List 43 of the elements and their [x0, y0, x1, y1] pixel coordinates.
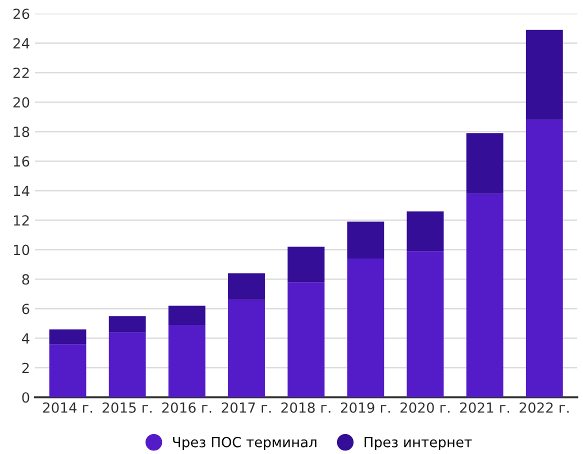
- bar: [288, 246, 325, 282]
- y-tick-label: 14: [14, 186, 30, 196]
- bar: [288, 282, 325, 398]
- y-tick-label: 16: [14, 156, 30, 167]
- bar: [108, 332, 146, 398]
- x-tick-label: 2014 г.: [43, 402, 92, 413]
- x-tick-label: 2015 г.: [102, 402, 152, 413]
- y-tick-label: 24: [13, 38, 30, 48]
- x-tick-label: 2020 г.: [400, 402, 450, 413]
- bar: [347, 222, 384, 259]
- y-tick-label: 26: [13, 8, 30, 20]
- bar: [526, 120, 563, 398]
- y-tick-label: 2: [22, 362, 29, 374]
- x-tick-label: 2017 г.: [222, 402, 271, 413]
- bar: [526, 30, 563, 120]
- x-tick-label: 2019 г.: [340, 402, 390, 413]
- y-tick-label: 12: [14, 215, 29, 226]
- legend-label: Чрез ПОС терминал: [173, 436, 316, 450]
- bar: [228, 273, 265, 300]
- y-tick-label: 8: [22, 274, 30, 285]
- bar: [347, 258, 384, 398]
- bar: [466, 133, 504, 194]
- y-tick-label: 0: [22, 392, 30, 403]
- bar: [406, 211, 444, 252]
- bar: [228, 300, 265, 398]
- bar: [49, 344, 86, 398]
- y-tick-label: 4: [22, 333, 30, 344]
- bar: [168, 324, 206, 398]
- x-tick-label: 2018 г.: [281, 402, 330, 413]
- bar: [168, 306, 206, 325]
- y-tick-label: 18: [14, 126, 30, 138]
- bar: [49, 329, 86, 344]
- y-tick-label: 6: [22, 304, 30, 314]
- bar: [406, 251, 444, 398]
- legend-label: През интернет: [364, 437, 472, 450]
- y-tick-label: 22: [13, 68, 29, 78]
- x-tick-label: 2021 г.: [460, 402, 510, 413]
- y-tick-label: 10: [14, 244, 30, 256]
- bar: [108, 316, 146, 332]
- bar: [466, 194, 504, 398]
- x-tick-label: 2022 г.: [520, 402, 569, 413]
- y-tick-label: 20: [13, 97, 30, 108]
- x-tick-label: 2016 г.: [162, 402, 212, 413]
